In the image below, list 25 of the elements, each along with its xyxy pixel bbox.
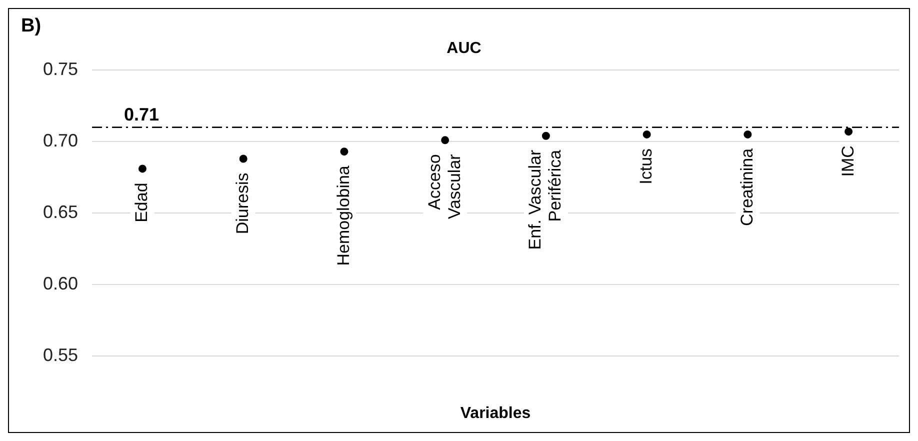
point (542, 132, 550, 140)
point (844, 128, 853, 136)
y-tick-label: 0.70 (42, 130, 78, 151)
point (138, 164, 146, 173)
x-tick-label: Hemoglobina (334, 165, 353, 266)
x-tick-label: Acceso Vascular (424, 154, 464, 220)
point (744, 130, 752, 138)
x-tick-label: Creatinina (737, 148, 756, 226)
text: B) (21, 16, 42, 37)
ref-line-label: 0.71 (124, 104, 160, 124)
x-tick-label: Edad (132, 182, 152, 222)
x-tick-label: Enf. Vascular Periférica (526, 149, 565, 250)
x-tick-label: Ictus (636, 148, 656, 184)
x-tick-label: Diuresis (233, 172, 252, 234)
y-tick-label: 0.55 (42, 344, 78, 365)
y-tick-label: 0.60 (42, 273, 78, 294)
x-axis-title: Variables (460, 404, 531, 422)
point (239, 154, 248, 163)
x-tick-label: IMC (838, 146, 858, 177)
y-tick-label: 0.75 (42, 59, 78, 80)
point (441, 136, 450, 144)
point (642, 130, 651, 138)
point (340, 148, 348, 156)
y-tick-label: 0.65 (42, 202, 78, 222)
chart-title: AUC (446, 40, 482, 58)
